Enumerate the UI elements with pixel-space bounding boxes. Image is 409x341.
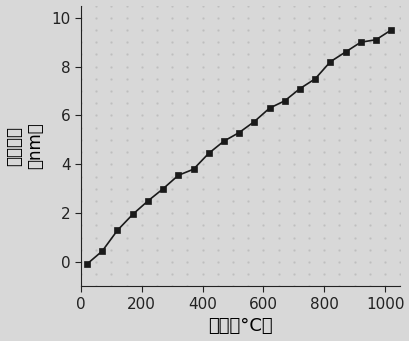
Y-axis label: 波长偏移
（nm）: 波长偏移 （nm） <box>6 123 44 169</box>
X-axis label: 温度（°C）: 温度（°C） <box>208 317 272 336</box>
